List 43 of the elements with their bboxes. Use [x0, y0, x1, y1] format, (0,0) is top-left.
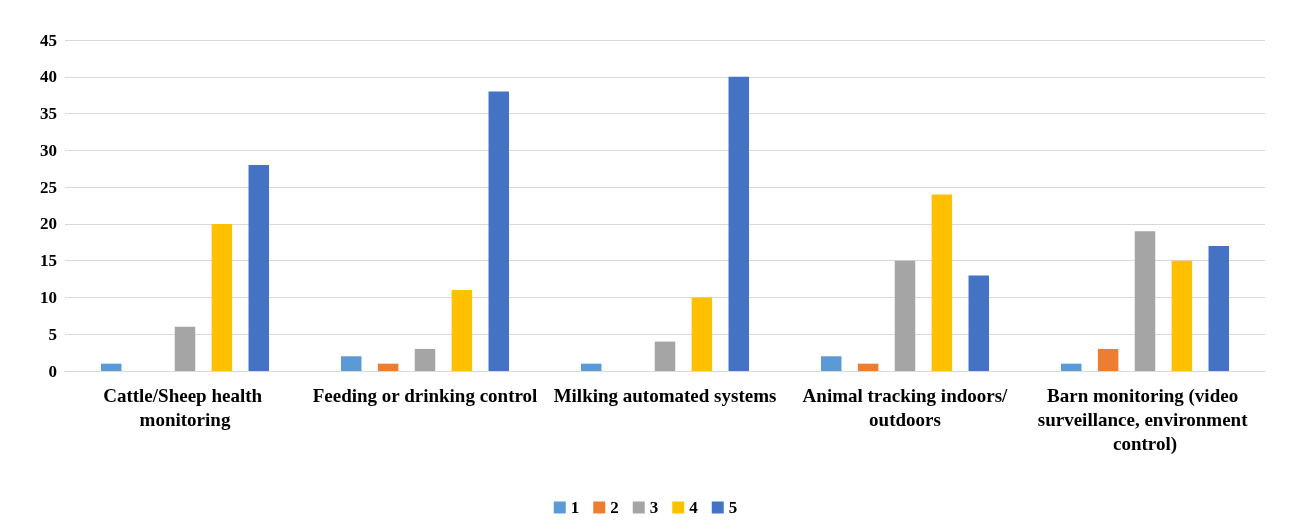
- bar: [1134, 231, 1156, 371]
- bar: [581, 363, 602, 371]
- bar: [894, 260, 916, 371]
- bar: [728, 76, 749, 371]
- bar: [377, 363, 399, 371]
- bar: [414, 348, 436, 371]
- bar: [488, 91, 509, 371]
- y-tick-label: 10: [40, 287, 57, 307]
- bar: [1208, 245, 1229, 371]
- x-tick-label: Feeding or drinking control: [312, 384, 538, 406]
- bar: [931, 194, 953, 371]
- bar: [211, 223, 233, 371]
- legend-label: 3: [649, 498, 659, 517]
- bar: [821, 356, 842, 371]
- bar: [451, 290, 473, 371]
- bar: [1171, 260, 1193, 371]
- y-tick-label: 0: [48, 361, 57, 381]
- x-tick-label: Milking automated systems: [553, 384, 777, 406]
- bar: [691, 297, 713, 371]
- y-tick-label: 20: [40, 214, 57, 234]
- legend-label: 4: [689, 498, 699, 517]
- bar: [101, 363, 122, 371]
- bar: [654, 341, 676, 371]
- bar: [968, 275, 989, 371]
- bar: [248, 165, 269, 371]
- x-tick-label: Cattle/Sheep health monitoring: [103, 384, 267, 430]
- bar: [1097, 348, 1119, 371]
- y-tick-label: 15: [40, 251, 57, 271]
- legend-label: 2: [610, 498, 619, 517]
- y-tick-label: 5: [48, 324, 57, 344]
- x-tick-label: Barn monitoring (video surveillance, environment control): [1037, 384, 1253, 455]
- legend-label: 1: [570, 498, 580, 517]
- y-tick-label: 35: [40, 104, 57, 124]
- bar: [857, 363, 879, 371]
- y-tick-label: 25: [40, 177, 57, 197]
- x-tick-label: Animal tracking indoors/outdoors: [802, 384, 1009, 430]
- y-tick-label: 30: [40, 140, 57, 160]
- y-tick-label: 45: [40, 30, 57, 50]
- legend-label: 5: [728, 498, 738, 517]
- bar: [1061, 363, 1082, 371]
- bar: [341, 356, 362, 371]
- y-tick-label: 40: [40, 67, 57, 87]
- bar: [174, 326, 196, 371]
